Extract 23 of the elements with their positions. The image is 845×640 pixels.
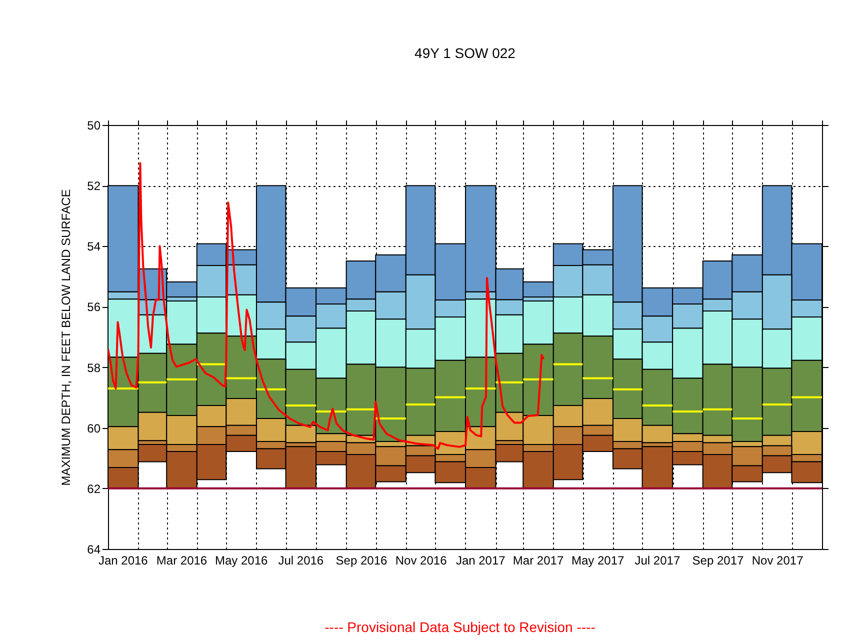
- y-tick-label: 58: [87, 360, 101, 375]
- x-tick-label: Mar 2017: [512, 554, 564, 568]
- x-tick-label: May 2016: [214, 554, 268, 568]
- x-tick-label: Nov 2016: [395, 554, 448, 568]
- y-tick-label: 52: [87, 179, 101, 194]
- x-tick-label: Jan 2016: [98, 554, 148, 568]
- x-tick-label: Mar 2016: [156, 554, 208, 568]
- chart-title: 49Y 1 SOW 022: [414, 45, 516, 61]
- y-tick-label: 62: [87, 482, 101, 496]
- y-tick-label: 50: [87, 118, 101, 132]
- x-tick-label: Jan 2017: [456, 554, 506, 568]
- x-tick-label: Jul 2017: [634, 554, 680, 568]
- y-tick-label: 54: [87, 240, 101, 254]
- x-tick-label: Sep 2017: [692, 554, 744, 568]
- x-tick-label: May 2017: [571, 554, 625, 568]
- y-tick-label: 56: [87, 300, 101, 314]
- y-tick-label: 60: [87, 421, 101, 436]
- x-tick-label: Nov 2017: [752, 554, 804, 568]
- text: ---- Provisional Data Subject to Revision ----: [324, 619, 596, 635]
- y-tick-label: 64: [87, 542, 101, 556]
- x-tick-label: Jul 2016: [278, 554, 324, 568]
- x-tick-label: Sep 2016: [336, 554, 388, 568]
- y-axis-title: MAXIMUM DEPTH, IN FEET BELOW LAND SURFACE: [59, 189, 74, 486]
